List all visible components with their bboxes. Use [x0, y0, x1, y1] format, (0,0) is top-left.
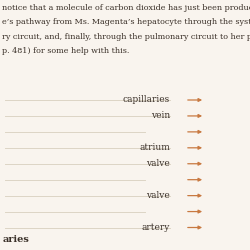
Text: capillaries: capillaries	[123, 96, 170, 104]
Text: valve: valve	[146, 191, 170, 200]
Text: ry circuit, and, finally, through the pulmonary circuit to her pulmona: ry circuit, and, finally, through the pu…	[2, 33, 250, 41]
Text: vein: vein	[151, 112, 170, 120]
Text: notice that a molecule of carbon dioxide has just been produced.: notice that a molecule of carbon dioxide…	[2, 4, 250, 12]
Text: atrium: atrium	[139, 143, 170, 152]
Text: aries: aries	[2, 235, 30, 244]
Text: artery: artery	[142, 223, 170, 232]
Text: e’s pathway from Ms. Magenta’s hepatocyte through the systemic vein: e’s pathway from Ms. Magenta’s hepatocyt…	[2, 18, 250, 26]
Text: p. 481) for some help with this.: p. 481) for some help with this.	[2, 47, 130, 55]
Text: valve: valve	[146, 159, 170, 168]
